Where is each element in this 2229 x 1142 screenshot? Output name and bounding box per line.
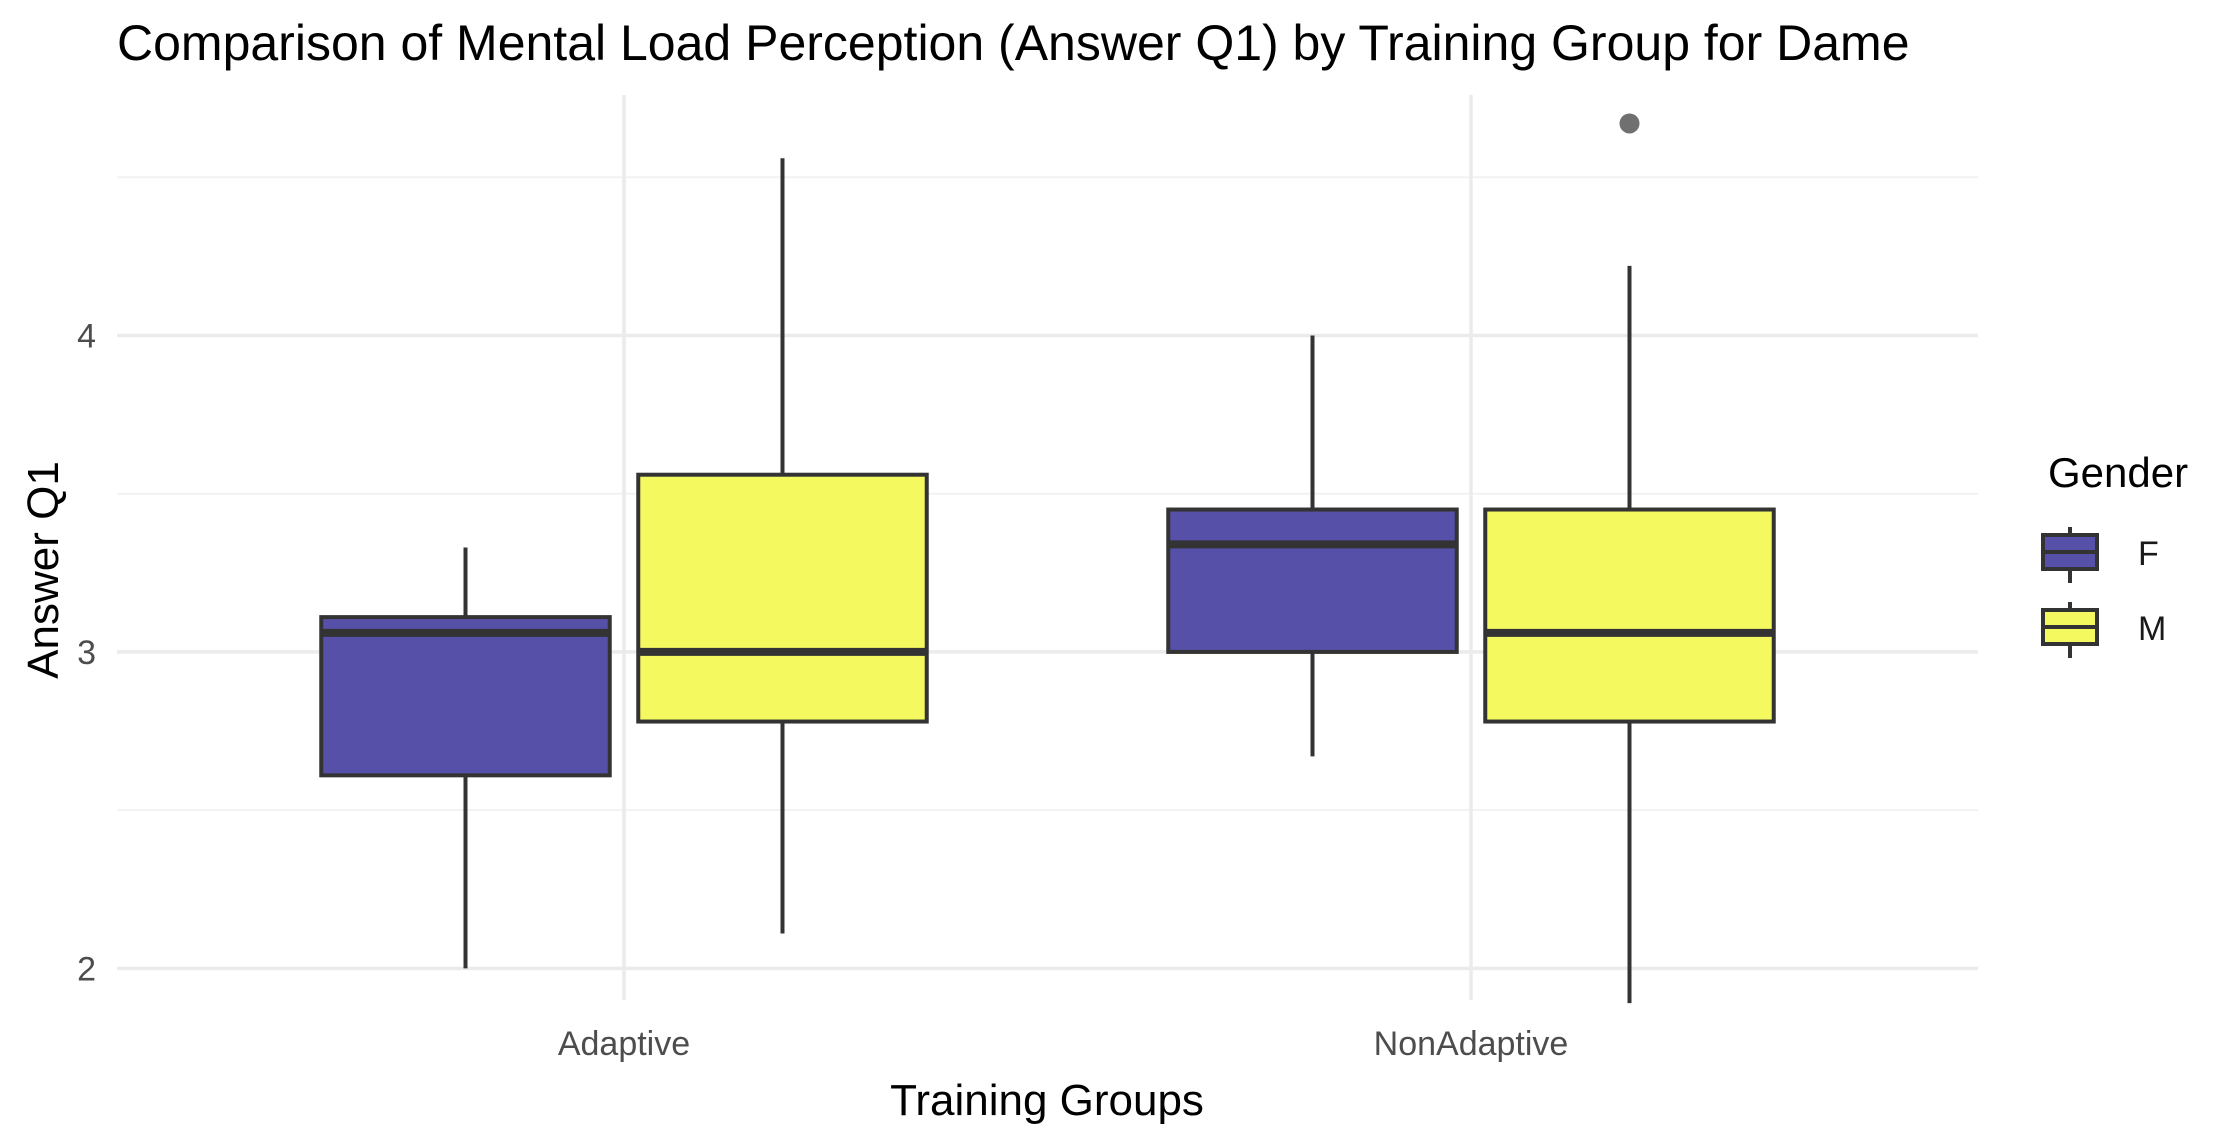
chart-title: Comparison of Mental Load Perception (An… bbox=[117, 15, 1910, 71]
iqr-box bbox=[636, 472, 929, 724]
plot-area bbox=[319, 113, 1776, 1004]
x-axis: Adaptive NonAdaptive bbox=[558, 1025, 1569, 1063]
y-axis: 2 3 4 bbox=[77, 317, 96, 988]
x-axis-title: Training Groups bbox=[890, 1076, 1204, 1125]
legend: Gender FM bbox=[2041, 449, 2188, 658]
box-nonadaptive-f bbox=[1166, 335, 1459, 757]
legend-label: F bbox=[2138, 535, 2159, 573]
x-tick-label: NonAdaptive bbox=[1374, 1025, 1569, 1063]
legend-item-f: F bbox=[2041, 527, 2159, 583]
outlier-point bbox=[1619, 113, 1640, 134]
legend-item-m: M bbox=[2041, 602, 2166, 658]
y-tick-label: 2 bbox=[77, 950, 96, 988]
iqr-box bbox=[1166, 507, 1459, 654]
legend-label: M bbox=[2138, 610, 2166, 648]
box-adaptive-f bbox=[319, 547, 612, 969]
y-axis-title: Answer Q1 bbox=[19, 461, 68, 679]
iqr-box bbox=[1483, 507, 1776, 724]
iqr-box bbox=[319, 615, 612, 778]
x-tick-label: Adaptive bbox=[558, 1025, 690, 1063]
y-tick-label: 3 bbox=[77, 634, 96, 672]
legend-title: Gender bbox=[2048, 449, 2188, 496]
box-adaptive-m bbox=[636, 158, 929, 934]
y-tick-label: 4 bbox=[77, 317, 96, 355]
box-nonadaptive-m bbox=[1483, 113, 1776, 1004]
